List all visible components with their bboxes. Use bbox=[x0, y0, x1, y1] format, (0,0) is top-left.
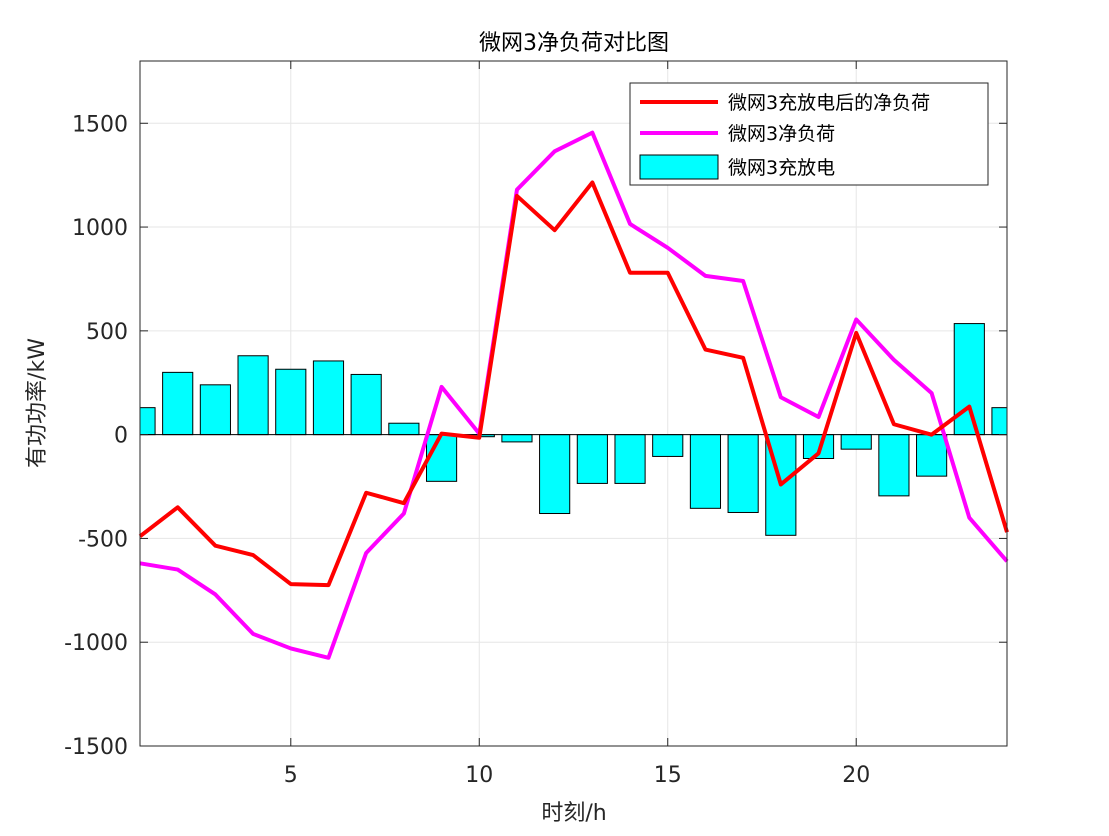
bar bbox=[991, 407, 1008, 436]
bar bbox=[501, 434, 533, 443]
y-tick-label: -500 bbox=[78, 527, 128, 552]
bar-series bbox=[139, 323, 1008, 536]
bar bbox=[689, 434, 722, 509]
bar bbox=[878, 434, 910, 497]
series-line bbox=[139, 130, 1009, 660]
line-series bbox=[138, 130, 1009, 660]
bar bbox=[953, 323, 985, 436]
x-axis-label: 时刻/h bbox=[541, 801, 606, 826]
legend-label-net-load: 微网3净负荷 bbox=[728, 123, 835, 145]
legend-label-charged-net-load: 微网3充放电后的净负荷 bbox=[728, 92, 930, 114]
legend: 微网3充放电后的净负荷 微网3净负荷 微网3充放电 bbox=[629, 82, 989, 186]
y-axis-label: 有功功率/kW bbox=[25, 338, 50, 468]
y-tick-label: -1000 bbox=[64, 631, 128, 656]
y-tick-labels: -1500 -1000 -500 0 500 1000 1500 bbox=[64, 112, 128, 760]
x-tick-labels: 5 10 15 20 bbox=[284, 763, 870, 788]
bar bbox=[350, 373, 382, 436]
x-tick-label: 15 bbox=[654, 763, 682, 788]
bar bbox=[388, 422, 420, 436]
y-tick-label: 500 bbox=[86, 320, 128, 345]
bar bbox=[139, 407, 156, 436]
x-tick-label: 10 bbox=[465, 763, 493, 788]
bar bbox=[425, 434, 458, 482]
bar bbox=[162, 371, 194, 436]
bar bbox=[652, 434, 684, 457]
plot-frame bbox=[139, 60, 1008, 747]
y-tick-label: 0 bbox=[114, 424, 128, 449]
bar bbox=[237, 355, 269, 436]
bar bbox=[576, 434, 608, 484]
legend-swatch-cyan-bar bbox=[639, 154, 719, 180]
bar bbox=[539, 434, 571, 515]
bar bbox=[199, 384, 231, 436]
series-line bbox=[138, 180, 1009, 588]
bar bbox=[312, 360, 345, 436]
bar bbox=[275, 368, 307, 436]
bar bbox=[614, 434, 646, 484]
y-tick-label: -1500 bbox=[64, 735, 128, 760]
y-tick-label: 1000 bbox=[72, 216, 128, 241]
legend-label-charge-discharge: 微网3充放电 bbox=[728, 157, 835, 179]
x-tick-label: 5 bbox=[284, 763, 298, 788]
chart-title: 微网3净负荷对比图 bbox=[479, 31, 669, 56]
bar bbox=[916, 434, 948, 477]
bar bbox=[727, 434, 759, 513]
bar bbox=[840, 434, 872, 450]
y-tick-label: 1500 bbox=[72, 112, 128, 137]
x-tick-label: 20 bbox=[842, 763, 870, 788]
tick-marks bbox=[140, 61, 1007, 747]
